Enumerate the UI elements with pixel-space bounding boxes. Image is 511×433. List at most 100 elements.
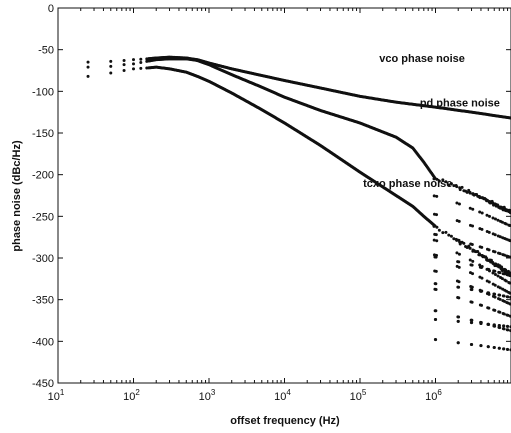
data-point [457,296,460,299]
data-point [458,266,461,269]
y-tick-label: -400 [32,336,54,348]
data-point [480,277,483,280]
data-point [471,208,474,211]
data-point [478,252,481,255]
data-point [493,346,496,349]
data-point [434,338,437,341]
data-point [87,75,90,78]
data-point [493,325,496,328]
y-tick-label: -50 [38,45,54,57]
y-tick-label: -200 [32,170,54,182]
data-point [494,218,497,221]
data-point [494,284,497,287]
data-point [432,225,435,228]
data-point [488,231,491,234]
data-point [123,69,126,72]
data-point [497,275,500,278]
data-point [506,295,509,298]
data-point [435,239,438,242]
data-point [139,61,142,64]
data-point [471,272,474,275]
data-point [498,294,501,297]
data-point [487,307,490,310]
data-point [498,347,501,350]
data-point [434,309,437,312]
data-point [435,226,438,229]
data-point [458,220,461,223]
data-point [457,260,460,263]
data-point [434,282,437,285]
data-point [132,58,135,61]
y-tick-label: -100 [32,86,54,98]
data-point [494,250,497,253]
data-point [488,269,491,272]
data-point [502,324,505,327]
data-point [139,67,142,70]
x-tick-label: 106 [425,388,442,403]
data-point [433,194,436,197]
data-point [109,60,112,63]
data-point [493,309,496,312]
data-point [435,254,438,257]
data-point [488,248,491,251]
data-point [487,323,490,326]
data-point [450,235,453,238]
data-point [480,228,483,231]
data-point [506,348,509,351]
data-point [480,289,483,292]
data-point [491,261,494,264]
data-point [457,286,460,289]
data-point [458,253,461,256]
data-point [480,344,483,347]
data-point [462,242,465,245]
data-point [494,296,497,299]
data-point [132,62,135,65]
x-tick-label: 104 [274,388,291,403]
data-point [444,231,447,234]
data-point [457,320,460,323]
data-point [505,279,508,282]
data-point [458,280,461,283]
data-point [498,326,501,329]
series-annotation: vco phase noise [379,53,465,65]
data-point [435,288,438,291]
y-axis-label: phase noise (dBc/Hz) [11,140,23,252]
series-annotation: tcxo phase noise [363,178,452,190]
y-tick-label: -150 [32,128,54,140]
data-point [471,260,474,263]
data-point [123,59,126,62]
data-point [487,345,490,348]
data-point [458,202,461,205]
x-tick-label: 101 [48,388,65,403]
data-point [503,327,506,330]
data-point [438,229,441,232]
x-axis-label: offset frequency (Hz) [230,415,340,427]
data-point [480,304,483,307]
x-tick-label: 105 [350,388,367,403]
data-point [485,257,488,260]
data-point [109,72,112,75]
data-point [471,225,474,228]
data-point [501,277,504,280]
data-point [480,246,483,249]
data-point [486,268,489,271]
data-point [498,271,501,274]
data-point [503,295,506,298]
data-point [457,316,460,319]
data-point [498,311,501,314]
data-point [87,66,90,69]
data-point [499,298,502,301]
data-point [435,233,438,236]
data-point [488,281,491,284]
y-tick-label: 0 [48,3,54,15]
data-point [435,195,438,198]
x-tick-label: 102 [123,388,140,403]
data-point [469,191,472,194]
data-point [481,212,484,215]
data-point [87,61,90,64]
data-point [455,239,458,242]
data-point [435,213,438,216]
y-tick-label: -350 [32,295,54,307]
data-point [455,185,458,188]
x-tick-label: 103 [199,388,216,403]
